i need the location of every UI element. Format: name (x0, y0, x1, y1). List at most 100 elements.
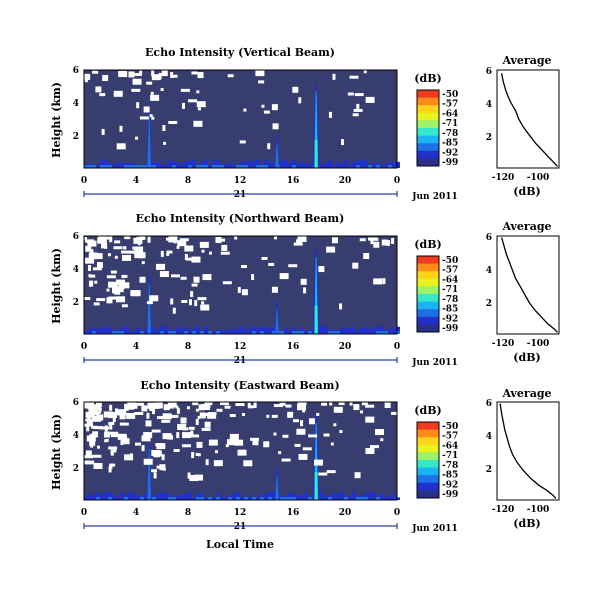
surface-echo-cell (216, 161, 220, 168)
colorbar-swatch (417, 278, 439, 287)
missing-data-cell (177, 240, 187, 247)
surface-echo-cell (188, 165, 192, 168)
x-tick-label: 8 (185, 342, 191, 352)
missing-data-cell (124, 454, 134, 461)
missing-data-cell (235, 403, 245, 407)
missing-data-cell (285, 404, 292, 408)
missing-data-cell (365, 96, 375, 103)
surface-echo-cell (368, 165, 372, 168)
surface-echo-cell (100, 327, 104, 334)
missing-data-cell (151, 70, 155, 77)
surface-echo-cell (236, 165, 240, 168)
missing-data-cell (168, 120, 178, 124)
missing-data-cell (84, 461, 94, 465)
surface-echo-cell (288, 492, 292, 500)
surface-echo-cell (132, 165, 136, 168)
missing-data-cell (191, 71, 198, 75)
missing-data-cell (156, 263, 166, 270)
avg-x-tick: -120 (492, 173, 515, 183)
surface-echo-cell (384, 496, 388, 500)
colorbar-swatch (417, 271, 439, 280)
surface-echo-cell (340, 492, 344, 500)
colorbar-swatch (417, 324, 439, 333)
colorbar-tick-label: -85 (442, 471, 458, 481)
missing-data-cell (188, 426, 195, 430)
missing-data-cell (95, 404, 102, 408)
missing-data-cell (176, 407, 180, 414)
surface-echo-cell (224, 164, 228, 168)
surface-echo-cell (212, 497, 216, 500)
surface-echo-cell (240, 161, 244, 168)
missing-data-cell (86, 419, 93, 426)
missing-data-cell (156, 465, 163, 469)
missing-data-cell (323, 433, 330, 437)
colorbar-swatch (417, 143, 439, 152)
surface-echo-cell (264, 494, 268, 500)
y-axis-label: Height (km) (50, 82, 63, 158)
surface-echo-cell (308, 331, 312, 334)
surface-echo-cell (224, 497, 228, 500)
colorbar-swatch (417, 97, 439, 106)
missing-data-cell (201, 301, 205, 305)
missing-data-cell (84, 297, 91, 301)
surface-echo-cell (100, 165, 104, 168)
surface-echo-cell (164, 163, 168, 168)
surface-echo-cell (92, 331, 96, 334)
surface-echo-cell (108, 492, 112, 500)
colorbar-frame (416, 255, 440, 333)
missing-data-cell (292, 86, 299, 93)
plume-core (147, 283, 152, 334)
missing-data-cell (96, 262, 103, 269)
surface-echo-cell (260, 326, 264, 334)
surface-echo-cell (116, 331, 120, 334)
surface-echo-cell (284, 159, 288, 168)
panel-vertical: Echo Intensity (Vertical Beam) Height (k… (50, 46, 560, 202)
missing-data-cell (93, 253, 103, 260)
colorbar-swatch (417, 286, 439, 295)
missing-data-cell (87, 240, 97, 247)
missing-data-cell (173, 402, 177, 406)
surface-echo-cell (184, 161, 188, 168)
missing-data-cell (273, 404, 283, 408)
missing-data-cell (121, 274, 128, 278)
missing-data-cell (93, 302, 100, 306)
missing-data-cell (261, 104, 265, 108)
surface-echo-cell (292, 497, 296, 500)
surface-echo-cell (396, 161, 400, 168)
surface-echo-cell (336, 331, 340, 334)
surface-echo-cell (176, 162, 180, 168)
surface-echo-cell (216, 497, 220, 500)
colorbar-tick-label: -92 (442, 480, 458, 490)
surface-echo-cell (104, 492, 108, 500)
x-axis: 0 4 8 12 16 20 0 21 Jun 2011 (81, 342, 458, 368)
missing-data-cell (89, 439, 96, 446)
surface-echo-cell (252, 160, 256, 168)
surface-echo-cell (88, 328, 92, 334)
missing-data-cell (146, 412, 150, 419)
missing-data-cell (193, 276, 200, 283)
surface-echo-cell (384, 331, 388, 334)
missing-data-cell (104, 431, 111, 438)
colorbar-swatch (417, 482, 439, 491)
x-tick-label: 16 (287, 508, 300, 518)
surface-echo-cell (264, 327, 268, 334)
surface-echo-cell (92, 165, 96, 168)
missing-data-cell (176, 245, 180, 249)
surface-echo-cell (140, 165, 144, 168)
x-tick-label: 8 (185, 508, 191, 518)
colorbar: (dB) -50-57-64-71-78-85-92-99 (414, 72, 458, 168)
surface-echo-cell (284, 327, 288, 334)
missing-data-cell (104, 439, 108, 443)
y-tick-label: 6 (73, 66, 79, 76)
missing-data-cell (92, 454, 102, 458)
surface-echo-cell (288, 330, 292, 334)
missing-data-cell (296, 428, 306, 435)
missing-data-cell (287, 411, 294, 418)
missing-data-cell (341, 139, 345, 146)
avg-y-tick: 2 (486, 465, 492, 475)
surface-echo-cell (108, 497, 112, 500)
surface-echo-cell (388, 496, 392, 500)
avg-y-tick: 4 (486, 432, 492, 442)
surface-echo-cell (132, 331, 136, 334)
